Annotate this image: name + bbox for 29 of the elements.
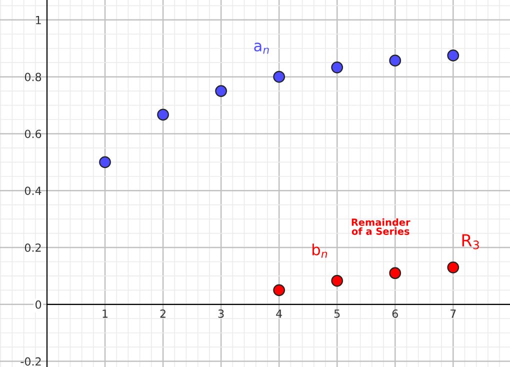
x-tick-label: 3 [218, 309, 224, 318]
point [273, 284, 286, 296]
annotation: Remainder of a Series [352, 218, 410, 235]
x-tick-label: 6 [392, 309, 398, 318]
x-tick-label: 1 [102, 310, 108, 318]
point [215, 85, 227, 97]
point [331, 274, 344, 287]
y-tick-label: 0.2 [24, 243, 41, 252]
point [447, 50, 460, 62]
y-tick-label: 0.8 [24, 72, 42, 82]
point [447, 261, 460, 274]
annotation: R$_{3}$ [462, 234, 479, 250]
point [331, 61, 344, 74]
y-tick-label: 1 [36, 16, 41, 24]
y-tick-label: -0.2 [20, 357, 41, 366]
series-label: b$_{n}$ [312, 244, 328, 258]
point [389, 54, 402, 67]
series-label: a$_{n}$ [254, 42, 269, 54]
y-tick-label: 0.6 [24, 130, 42, 138]
point [389, 267, 402, 280]
x-tick-label: 2 [160, 309, 166, 318]
x-tick-label: 4 [276, 310, 282, 318]
x-tick-label: 5 [334, 310, 340, 318]
y-tick-label: 0 [36, 300, 42, 309]
y-tick-label: 0.4 [24, 186, 42, 195]
point [99, 156, 111, 168]
point [273, 70, 286, 83]
x-tick-label: 7 [450, 310, 456, 318]
point [157, 108, 169, 121]
